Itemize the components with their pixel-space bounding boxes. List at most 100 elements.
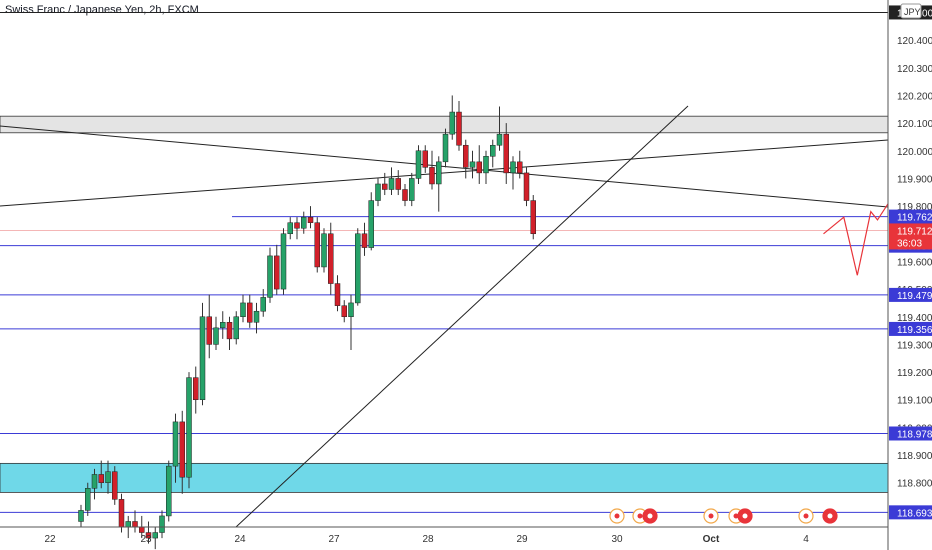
candle: [355, 233, 361, 304]
y-tick-label: 120.000: [897, 147, 932, 158]
candle: [496, 133, 503, 146]
y-tick-label: 120.200: [897, 91, 932, 102]
candle: [91, 474, 98, 489]
y-tick-label: 120.300: [897, 64, 932, 75]
candle: [388, 178, 395, 190]
x-tick-label: 28: [422, 534, 434, 545]
candle: [193, 377, 199, 400]
candle: [125, 521, 131, 528]
candle: [436, 161, 442, 185]
candle: [240, 302, 246, 318]
event-marker-dot: [614, 513, 620, 519]
candle: [267, 255, 273, 298]
event-marker-dot: [637, 513, 643, 519]
x-tick-label: 4: [803, 534, 809, 545]
candle: [456, 111, 462, 146]
candle: [179, 421, 185, 478]
event-marker-dot: [742, 513, 748, 519]
event-marker-dot: [647, 513, 653, 519]
candle: [186, 377, 192, 478]
candle: [199, 316, 206, 400]
level-price-tag: [889, 426, 932, 441]
candle: [422, 150, 428, 168]
candle: [105, 471, 111, 483]
candle: [118, 499, 125, 528]
candle: [415, 150, 422, 179]
candle: [503, 133, 509, 174]
candle: [280, 233, 287, 290]
candle: [530, 200, 536, 235]
x-tick-label: 22: [44, 534, 56, 545]
candle: [307, 216, 314, 223]
candle: [476, 161, 482, 174]
x-tick-label: 24: [234, 534, 246, 545]
candle: [402, 189, 408, 201]
candle: [469, 161, 476, 168]
y-tick-label: 119.100: [897, 396, 932, 407]
candle: [226, 322, 233, 340]
y-tick-label: 119.900: [897, 174, 932, 185]
candle: [85, 488, 91, 511]
candle: [314, 222, 320, 268]
currency-badge[interactable]: [900, 3, 922, 19]
level-price-label: 119.762: [897, 213, 932, 224]
x-tick-label: Oct: [703, 534, 720, 545]
candle: [206, 316, 212, 345]
candle: [78, 510, 84, 522]
level-price-tag: [889, 321, 932, 336]
level-price-tag: [889, 209, 932, 224]
candle: [490, 144, 496, 157]
candle: [442, 133, 449, 163]
candle: [375, 183, 381, 201]
candle: [132, 521, 138, 528]
event-marker-dot: [708, 513, 714, 519]
candle: [510, 161, 516, 174]
candle: [517, 161, 523, 174]
candle: [152, 532, 158, 539]
event-marker-dot: [803, 513, 809, 519]
candle: [409, 178, 415, 201]
candle: [294, 222, 300, 229]
candle: [159, 515, 165, 533]
y-tick-label: 119.600: [897, 257, 932, 268]
candle: [429, 167, 435, 185]
level-price-tag: [889, 505, 932, 520]
x-tick-label: 27: [328, 534, 340, 545]
resistance-zone: [0, 115, 889, 134]
candle: [361, 233, 368, 248]
candle: [334, 283, 341, 306]
candle: [233, 316, 239, 340]
x-tick-label: 30: [611, 534, 623, 545]
candle: [341, 305, 347, 318]
candle: [348, 302, 354, 318]
level-price-label: 118.693: [897, 508, 932, 519]
level-price-tag: [889, 287, 932, 302]
y-tick-label: 119.300: [897, 340, 932, 351]
y-tick-label: 118.900: [897, 451, 932, 462]
candle: [98, 474, 104, 483]
candle: [463, 144, 469, 168]
demand-zone: [0, 462, 889, 493]
bar-countdown-label: 36:03: [897, 238, 922, 249]
candle: [139, 526, 145, 533]
candle: [145, 532, 152, 539]
candle: [301, 216, 307, 229]
support-trendline: [235, 105, 689, 528]
event-marker-dot: [827, 513, 833, 519]
candle: [483, 156, 489, 174]
current-price-label: 119.712: [897, 226, 932, 237]
y-tick-label: 120.100: [897, 119, 932, 130]
ascending-trendline: [0, 139, 889, 207]
level-price-label: 118.978: [897, 429, 932, 440]
projection-path: [823, 176, 932, 434]
event-marker-dot: [733, 513, 739, 519]
candle: [449, 111, 455, 135]
descending-trendline: [0, 125, 889, 208]
level-price-label: 119.356: [897, 325, 932, 336]
candle: [220, 322, 226, 329]
candle: [382, 183, 388, 190]
y-tick-label: 119.800: [897, 202, 932, 213]
candle: [395, 178, 401, 190]
